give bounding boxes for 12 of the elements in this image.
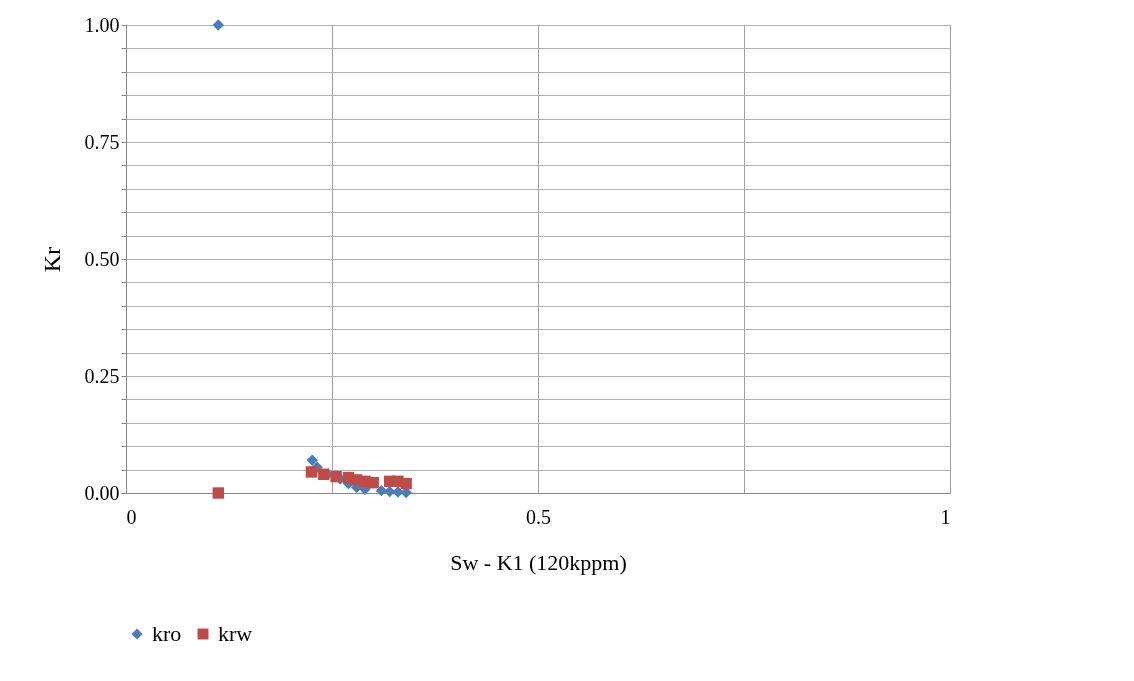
y-tick-label: 0.75 [84, 130, 120, 153]
y-tick-label: 0.00 [84, 481, 120, 504]
x-axis-title: Sw - K1 (120kppm) [450, 549, 627, 575]
y-tick-label: 0.50 [84, 247, 120, 270]
y-tick-label: 0.25 [84, 364, 120, 387]
legend-label: krw [218, 621, 253, 646]
y-axis-title: Kr [38, 246, 65, 273]
y-tick-label: 1.00 [84, 13, 120, 36]
x-tick-label: 0 [126, 505, 137, 528]
legend-label: kro [152, 621, 182, 646]
x-tick-label: 1 [940, 505, 951, 528]
x-tick-label: 0.5 [526, 505, 551, 528]
